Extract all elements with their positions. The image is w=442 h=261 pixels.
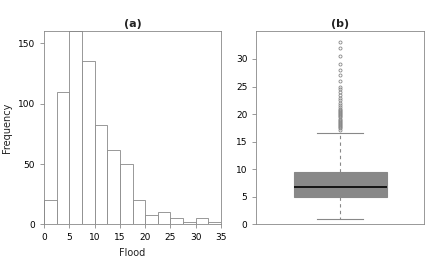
Bar — [69, 31, 82, 224]
Bar — [44, 200, 57, 224]
Bar — [57, 92, 69, 224]
Bar — [158, 212, 171, 224]
Bar — [82, 62, 95, 224]
Bar — [120, 164, 133, 224]
Bar — [208, 222, 221, 224]
Bar — [171, 218, 183, 224]
Title: (b): (b) — [331, 19, 350, 29]
Bar — [183, 222, 196, 224]
Title: (a): (a) — [124, 19, 141, 29]
Bar — [196, 218, 208, 224]
Y-axis label: Frequency: Frequency — [2, 103, 12, 153]
PathPatch shape — [294, 172, 386, 197]
Bar — [133, 200, 145, 224]
Bar — [107, 150, 120, 224]
X-axis label: Flood: Flood — [119, 248, 146, 258]
Bar — [95, 126, 107, 224]
Bar — [145, 215, 158, 224]
